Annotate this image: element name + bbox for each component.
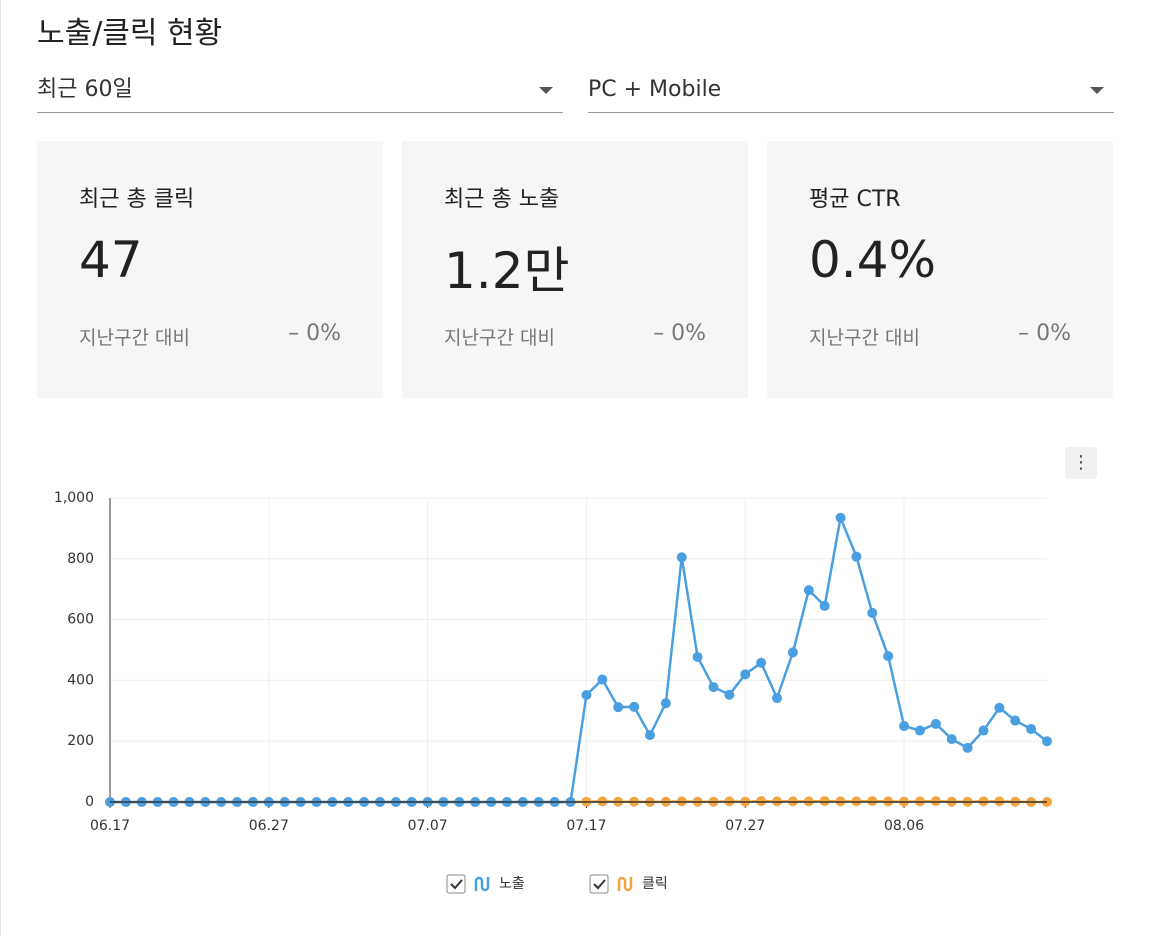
- card-value: 1.2만: [444, 242, 570, 300]
- check-mark: [450, 879, 463, 890]
- point: [787, 647, 798, 658]
- point: [819, 796, 830, 807]
- legend-icon: [474, 876, 490, 892]
- legend-checkbox[interactable]: [446, 874, 466, 894]
- point: [867, 796, 878, 807]
- card-label: 최근 총 클릭: [79, 187, 195, 212]
- point: [772, 693, 783, 704]
- card-value: 0.4%: [809, 231, 937, 289]
- point: [899, 721, 910, 731]
- dropdown-text: 최근 60일: [37, 77, 133, 102]
- compare-label: 지난구간 대비: [79, 327, 190, 349]
- y-tick-label: 200: [67, 733, 94, 749]
- x-tick-label: 07.07: [408, 818, 448, 834]
- change-value: – 0%: [288, 321, 341, 346]
- legend-checkbox[interactable]: [589, 874, 609, 894]
- edge: [0, 0, 1, 936]
- point: [1010, 715, 1021, 726]
- point: [883, 651, 894, 662]
- card-label: 최근 총 노출: [444, 187, 560, 212]
- legend-label: 노출: [499, 876, 525, 892]
- card-value: 47: [79, 231, 143, 289]
- point: [692, 651, 703, 662]
- check-mark: [593, 879, 606, 890]
- point: [756, 657, 767, 668]
- y-tick-label: 1,000: [54, 490, 94, 506]
- point: [930, 796, 941, 807]
- stat-card: 최근 총 클릭 47 지난구간 대비 – 0%: [37, 141, 383, 398]
- y-tick-label: 0: [85, 794, 94, 810]
- change-value: – 0%: [653, 321, 706, 346]
- point: [978, 725, 989, 736]
- point: [676, 552, 687, 563]
- point: [930, 718, 941, 729]
- title: 노출/클릭 현황: [37, 16, 223, 51]
- stat-card: 평균 CTR 0.4% 지난구간 대비 – 0%: [767, 141, 1113, 398]
- point: [660, 698, 671, 709]
- point: [629, 701, 640, 712]
- series-line: [110, 513, 1048, 804]
- point: [740, 669, 751, 680]
- x-tick-label: 07.17: [566, 818, 606, 834]
- dropdown-text: PC + Mobile: [588, 77, 722, 102]
- arrow: [1090, 87, 1104, 94]
- card-label: 평균 CTR: [809, 187, 901, 212]
- point: [724, 689, 735, 700]
- point: [1026, 724, 1037, 735]
- device-dropdown[interactable]: PC + Mobile: [588, 70, 1114, 113]
- x-tick-label: 08.06: [884, 818, 924, 834]
- point: [994, 702, 1005, 713]
- point: [914, 725, 925, 736]
- compare-label: 지난구간 대비: [809, 327, 920, 349]
- point: [581, 689, 592, 700]
- menu-button[interactable]: ⋮: [1065, 447, 1097, 479]
- point: [644, 730, 655, 741]
- point: [851, 551, 862, 562]
- point: [1042, 736, 1052, 747]
- y-tick-label: 400: [67, 672, 94, 688]
- point: [819, 600, 830, 611]
- compare-label: 지난구간 대비: [444, 327, 555, 349]
- point: [946, 734, 957, 745]
- legend-label: 클릭: [642, 876, 668, 892]
- arrow: [539, 87, 553, 94]
- point: [962, 742, 973, 753]
- point: [867, 607, 878, 618]
- y-tick-label: 800: [67, 551, 94, 567]
- legend-icon: [617, 876, 633, 892]
- point: [613, 702, 624, 713]
- point: [708, 682, 719, 693]
- chart: 0 200 400 600 800 1,000 06.17 06.27 07.07 07.17 07…: [54, 490, 1052, 894]
- y-tick-label: 600: [67, 612, 94, 628]
- x-tick-label: 07.27: [725, 818, 765, 834]
- point: [803, 585, 814, 596]
- point: [597, 674, 608, 685]
- x-tick-label: 06.27: [249, 818, 289, 834]
- x-tick-label: 06.17: [90, 818, 130, 834]
- period-dropdown[interactable]: 최근 60일: [37, 70, 563, 113]
- point: [835, 512, 846, 523]
- change-value: – 0%: [1018, 321, 1071, 346]
- point: [756, 796, 767, 807]
